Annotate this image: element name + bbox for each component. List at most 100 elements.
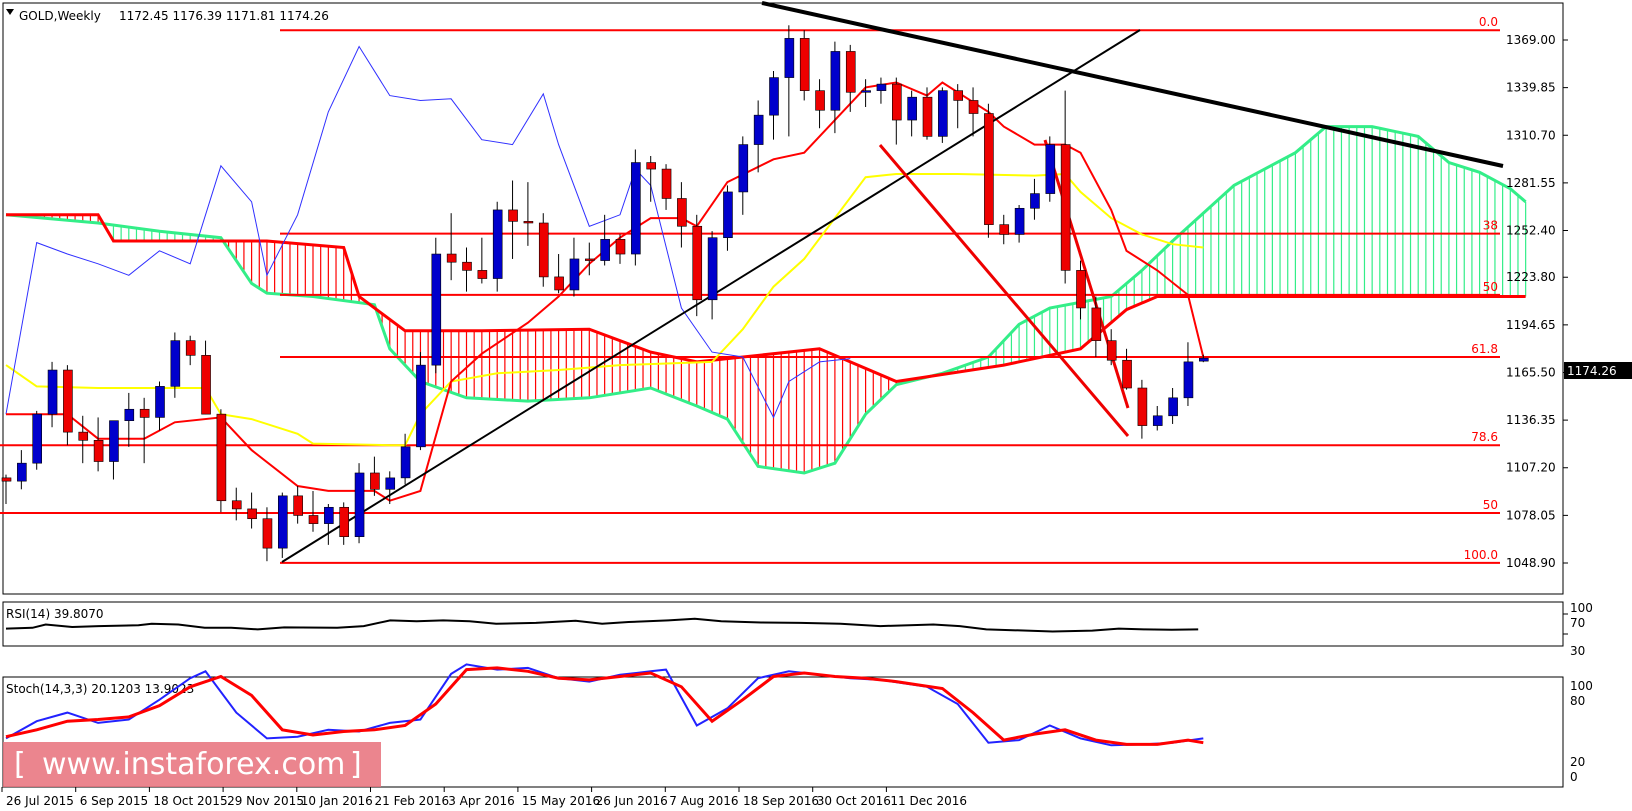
- time-label: 26 Jul 2015: [6, 794, 74, 808]
- candle-body: [170, 340, 181, 387]
- rsi-tick-100: 100: [1570, 601, 1593, 615]
- candle-body: [938, 90, 948, 137]
- candle-body: [707, 237, 718, 301]
- time-label: 30 Oct 2016: [817, 794, 891, 808]
- candle-body: [799, 38, 810, 91]
- candle-body: [262, 518, 273, 549]
- fib-label-2: 50: [1483, 280, 1498, 294]
- candle-body: [830, 51, 841, 111]
- candle-body: [32, 413, 43, 464]
- price-label: 1194.65: [1506, 318, 1556, 332]
- candle-body: [968, 100, 979, 114]
- watermark-url: www.instaforex.com: [42, 747, 345, 782]
- candle-body: [554, 276, 564, 291]
- candle-body: [277, 495, 288, 549]
- fib-label-5: 50: [1483, 498, 1498, 512]
- rsi-tick-30: 30: [1570, 644, 1585, 658]
- stoch-panel: Stoch(14,3,3) 20.1203 13.9023 100 80 20 …: [2, 663, 1593, 788]
- candle-body: [247, 508, 257, 520]
- time-label: 7 Aug 2016: [669, 794, 738, 808]
- candle-body: [462, 261, 472, 271]
- candle-body: [1076, 270, 1086, 309]
- candle-body: [845, 51, 856, 93]
- price-label: 1339.85: [1506, 81, 1556, 95]
- time-label: 29 Nov 2015: [227, 794, 304, 808]
- candle-body: [308, 515, 319, 524]
- price-label: 1107.20: [1506, 461, 1556, 475]
- price-label: 1136.35: [1506, 413, 1556, 427]
- candle-body: [661, 168, 672, 199]
- dropdown-triangle-icon[interactable]: [6, 9, 14, 15]
- candle-body: [953, 90, 964, 101]
- rsi-panel: RSI(14) 39.8070 100 70 30: [2, 601, 1593, 658]
- fib-label-0: 0.0: [1479, 15, 1498, 29]
- price-label: 1252.40: [1506, 224, 1556, 238]
- candle-body: [569, 258, 580, 291]
- candle-body: [984, 113, 994, 225]
- time-label: 26 Jun 2016: [596, 794, 668, 808]
- main-panel: 0.0 38 50 61.8 78.6 50 100.0 1369.00 1339.85 131…: [0, 1, 1568, 595]
- candle-body: [78, 431, 89, 441]
- candle-body: [1091, 307, 1102, 341]
- fib-label-6: 100.0: [1464, 548, 1498, 562]
- candle-body: [753, 114, 764, 145]
- candle-body: [431, 253, 442, 366]
- candle-body: [1183, 361, 1194, 399]
- candle-body: [631, 162, 641, 255]
- candle-body: [523, 221, 534, 224]
- candle-body: [47, 369, 58, 415]
- price-marker: 1174.26: [1564, 362, 1632, 379]
- rsi-line: [5, 617, 1199, 633]
- stoch-k-line: [5, 663, 1204, 747]
- candle-body: [1199, 357, 1209, 362]
- candle-body: [109, 420, 119, 462]
- candle-body: [922, 96, 933, 137]
- ohlc-values: 1172.45 1176.39 1171.81 1174.26: [119, 9, 329, 23]
- red-channel-line-2: [1043, 139, 1130, 409]
- candle-body: [508, 209, 518, 222]
- candle-body: [861, 90, 871, 93]
- stoch-tick-80: 80: [1570, 694, 1585, 708]
- rsi-label: RSI(14) 39.8070: [6, 607, 104, 621]
- time-label: 10 Jan 2016: [301, 794, 373, 808]
- downtrend-line: [761, 1, 1504, 168]
- candle-body: [216, 413, 227, 502]
- candle-body: [93, 439, 104, 462]
- watermark-bracket: ]: [350, 747, 362, 782]
- candle-body: [139, 408, 150, 418]
- price-label: 1048.90: [1506, 556, 1556, 570]
- price-label: 1281.55: [1506, 176, 1556, 190]
- candle-body: [815, 90, 825, 111]
- candle-body: [1045, 144, 1056, 194]
- candle-body: [231, 500, 242, 510]
- chikou-span-line: [5, 45, 851, 419]
- candle-body: [339, 506, 350, 537]
- fib-label-3: 61.8: [1471, 342, 1498, 356]
- candle-body: [907, 96, 917, 121]
- candle-body: [400, 446, 411, 479]
- senkou-span-b: [6, 213, 1526, 384]
- price-label: 1369.00: [1506, 33, 1556, 47]
- candle-body: [677, 198, 687, 227]
- time-label: 15 May 2016: [522, 794, 600, 808]
- price-axis: 1369.00 1339.85 1310.70 1281.55 1252.40 1223.…: [1506, 33, 1568, 570]
- stoch-label: Stoch(14,3,3) 20.1203 13.9023: [6, 682, 194, 696]
- candle-body: [492, 209, 503, 279]
- candle-body: [1168, 397, 1178, 417]
- candle-body: [370, 472, 380, 490]
- candle-body: [769, 77, 779, 116]
- candle-body: [446, 253, 457, 263]
- candle-body: [63, 369, 73, 433]
- candle-body: [324, 506, 334, 524]
- candle-body: [1152, 415, 1163, 426]
- price-label: 1223.80: [1506, 270, 1556, 284]
- candle-body: [185, 340, 196, 356]
- candle-body: [1106, 340, 1117, 361]
- candle-body: [615, 239, 626, 255]
- candle-body: [891, 83, 902, 121]
- red-channel-line-1: [878, 144, 1130, 437]
- watermark: [ www.instaforex.com ]: [3, 742, 381, 787]
- candle-body: [155, 386, 165, 418]
- candle-body: [293, 495, 303, 516]
